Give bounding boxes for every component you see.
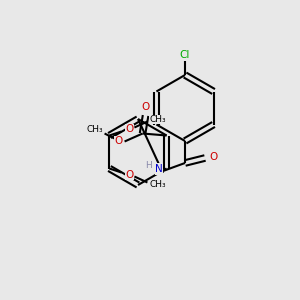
Text: O: O — [125, 124, 134, 134]
Text: CH₃: CH₃ — [149, 115, 166, 124]
Text: O: O — [115, 136, 123, 146]
Text: O: O — [209, 152, 217, 162]
Text: N: N — [155, 164, 163, 174]
Text: O: O — [125, 169, 134, 179]
Text: CH₃: CH₃ — [86, 125, 103, 134]
Text: Cl: Cl — [180, 50, 190, 60]
Text: H: H — [146, 161, 152, 170]
Text: CH₃: CH₃ — [149, 180, 166, 189]
Text: O: O — [142, 103, 150, 112]
